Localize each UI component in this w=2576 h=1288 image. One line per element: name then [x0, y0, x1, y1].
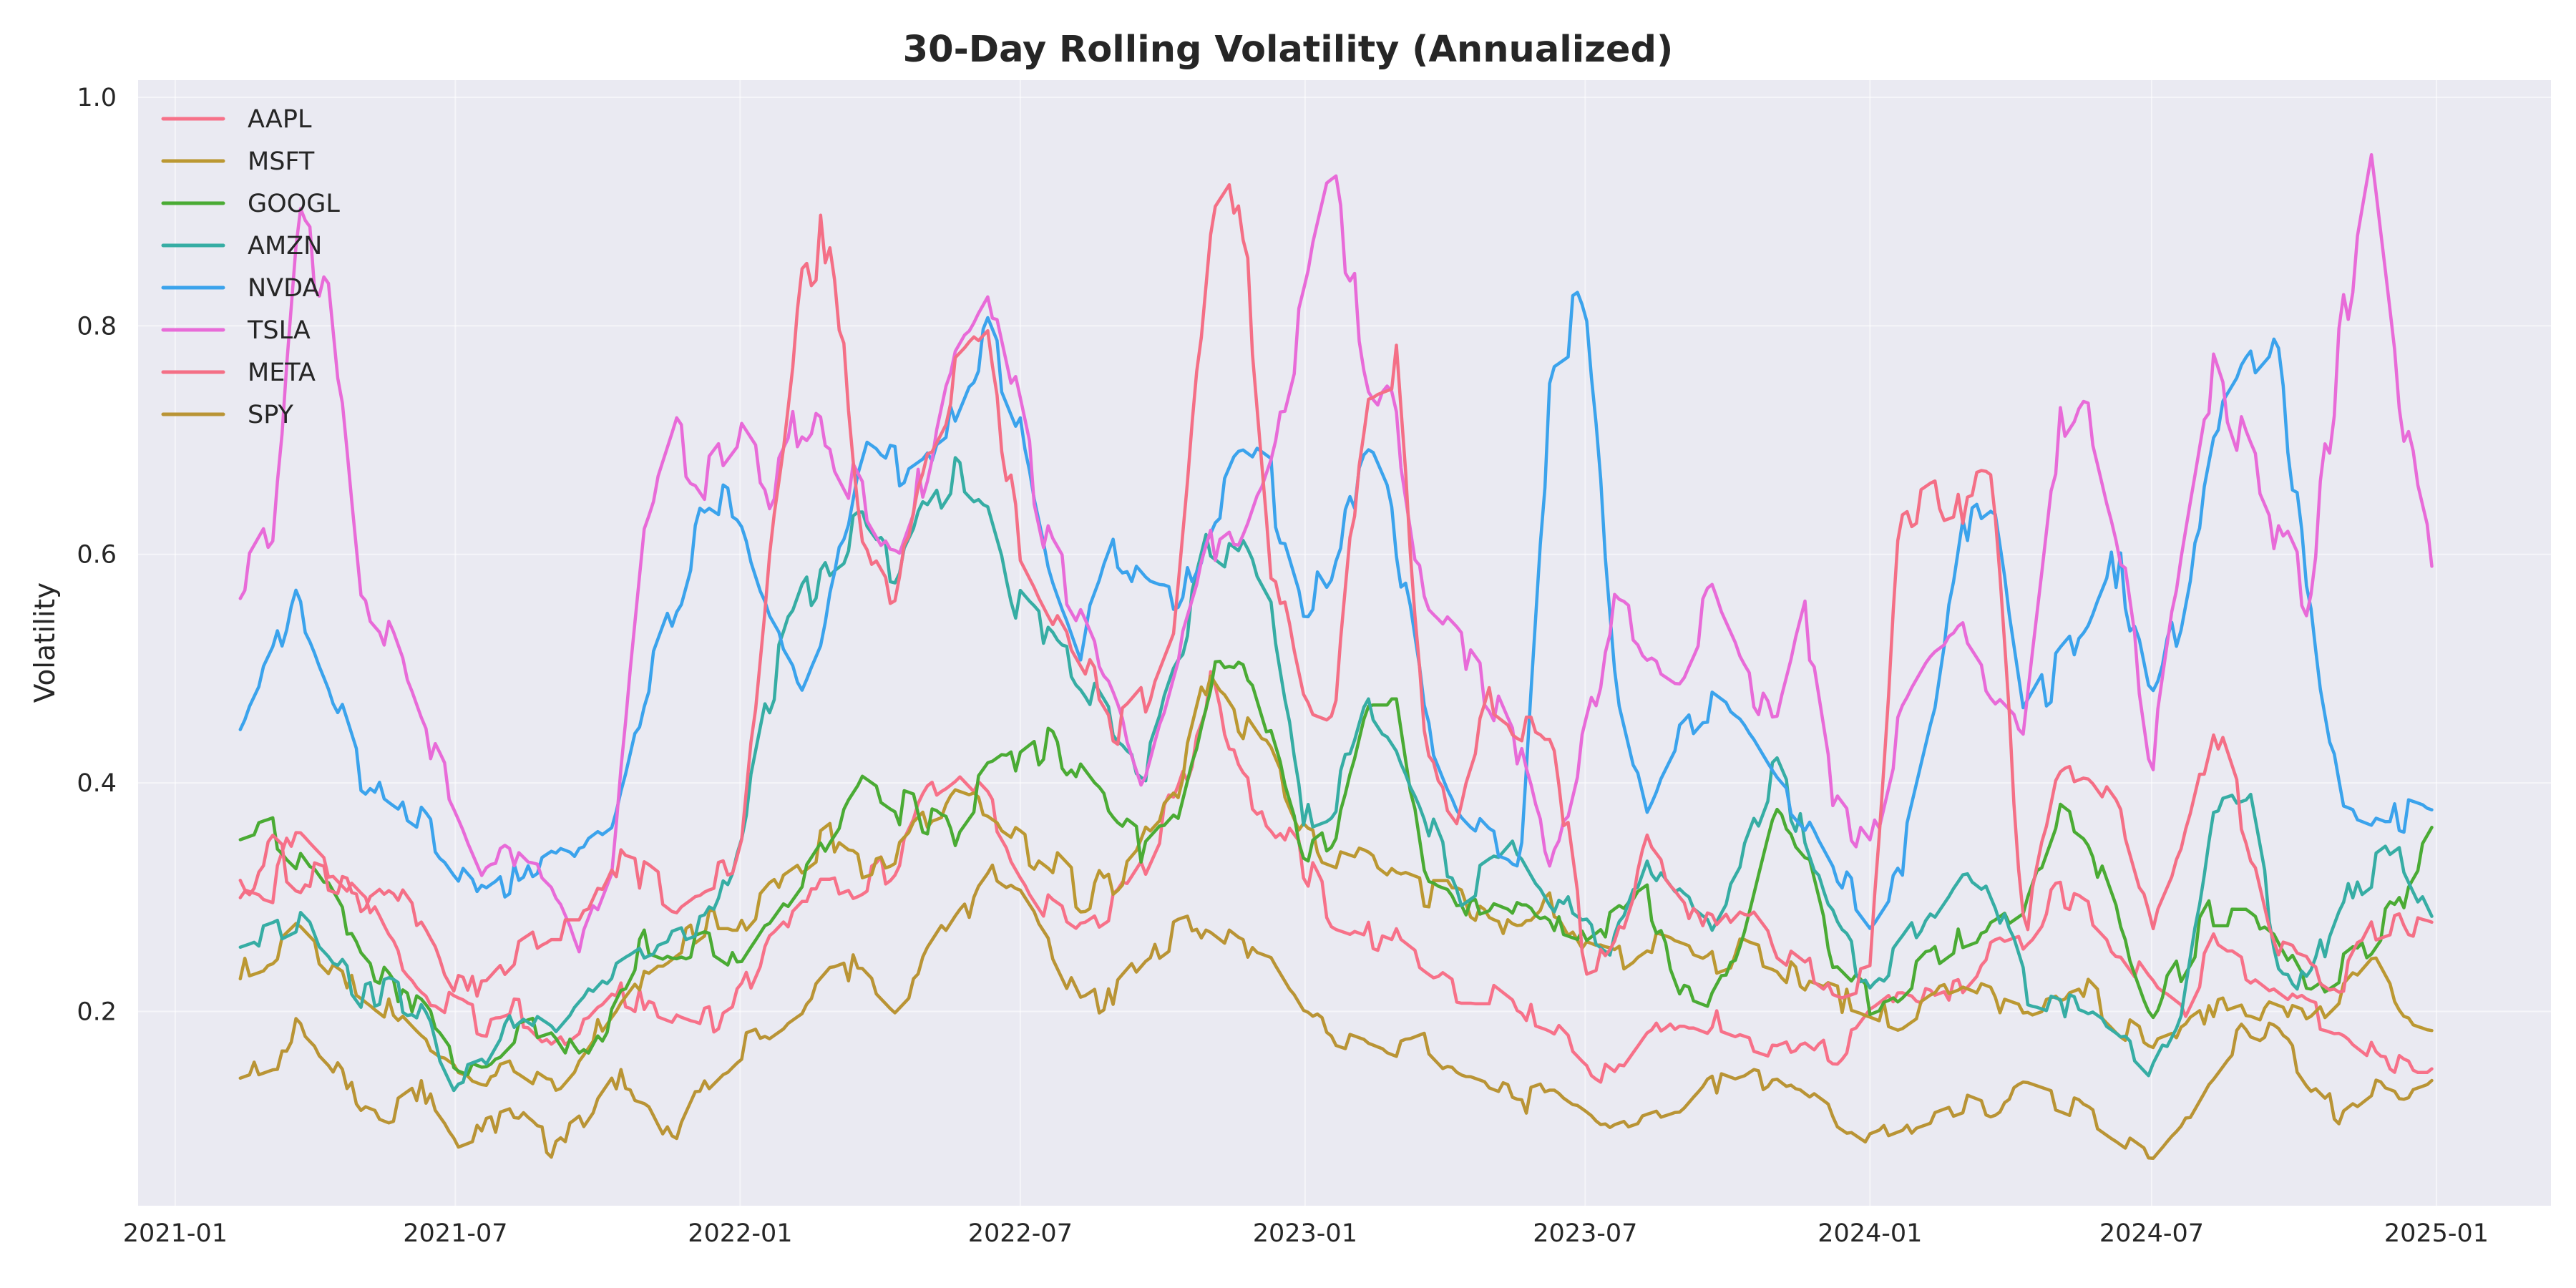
x-tick-label-0: 2021-01 [123, 1219, 228, 1248]
legend-label-nvda: NVDA [248, 274, 319, 303]
series-line-aapl [238, 670, 2434, 1084]
legend-label-meta: META [248, 358, 316, 387]
series-line-spy [238, 863, 2434, 1161]
series-line-googl [238, 660, 2434, 1077]
legend-label-spy: SPY [248, 401, 294, 429]
y-tick-label-3: 0.8 [77, 312, 117, 341]
series-line-nvda [238, 291, 2434, 930]
legend-label-tsla: TSLA [247, 316, 311, 345]
series-line-amzn [238, 456, 2434, 1093]
series-lines [238, 152, 2434, 1161]
x-tick-label-1: 2021-07 [403, 1219, 507, 1248]
y-tick-label-0: 0.2 [77, 998, 117, 1027]
legend-label-aapl: AAPL [248, 105, 312, 134]
y-tick-label-1: 0.4 [77, 769, 117, 798]
x-tick-label-5: 2023-07 [1533, 1219, 1637, 1248]
x-tick-label-8: 2025-01 [2384, 1219, 2489, 1248]
series-line-tsla [238, 152, 2434, 954]
y-axis-ticks: 0.2 0.4 0.6 0.8 1.0 [77, 84, 117, 1027]
series-line-meta [238, 182, 2434, 1000]
x-axis-ticks: 2021-01 2021-07 2022-01 2022-07 2023-01 2023-… [123, 1219, 2489, 1248]
legend-label-msft: MSFT [248, 147, 315, 176]
x-tick-label-3: 2022-07 [968, 1219, 1073, 1248]
legend-label-amzn: AMZN [248, 232, 322, 260]
y-tick-label-2: 0.6 [77, 541, 117, 570]
legend: AAPL MSFT GOOGL AMZN NVDA TSLA META SPY [161, 105, 340, 429]
x-tick-label-4: 2023-01 [1253, 1219, 1357, 1248]
x-tick-label-2: 2022-01 [688, 1219, 792, 1248]
series-line-msft [238, 674, 2434, 1092]
x-tick-label-7: 2024-07 [2099, 1219, 2204, 1248]
y-tick-label-4: 1.0 [77, 84, 117, 112]
x-tick-label-6: 2024-01 [1818, 1219, 1922, 1248]
chart-title: 30-Day Rolling Volatility (Annualized) [903, 29, 1674, 71]
legend-label-googl: GOOGL [248, 190, 340, 218]
grid-lines [138, 80, 2551, 1206]
y-axis-label: Volatility [29, 582, 62, 703]
